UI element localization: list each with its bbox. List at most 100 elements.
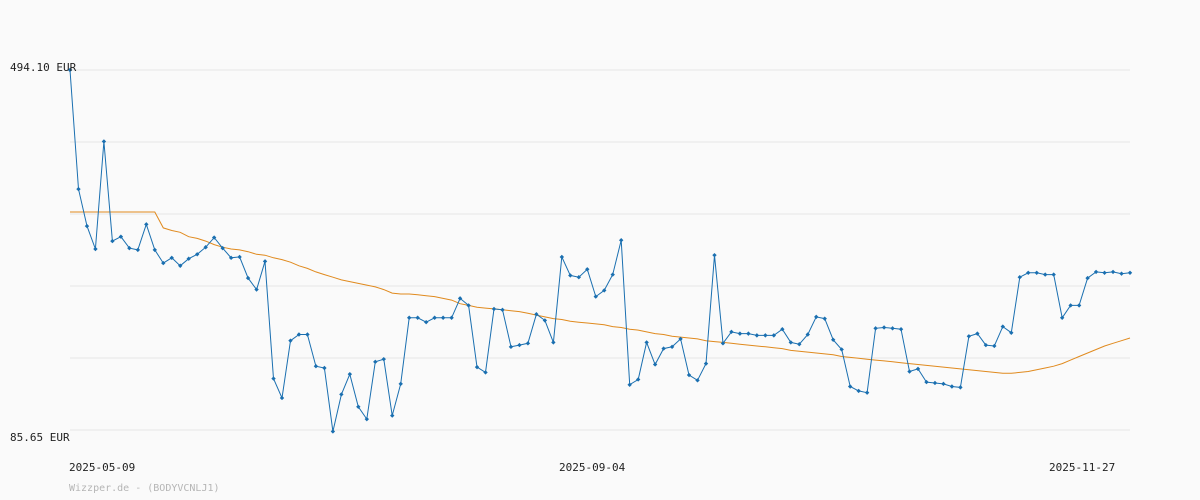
price-point [568, 273, 573, 278]
price-point [254, 287, 259, 292]
price-point [271, 376, 276, 381]
price-point [517, 342, 522, 348]
price-point [390, 413, 395, 418]
price-point [347, 371, 353, 377]
price-point [839, 347, 844, 352]
price-point [1085, 275, 1090, 281]
price-point [856, 388, 861, 394]
price-point [330, 429, 336, 434]
price-point [474, 364, 480, 370]
price-point [932, 380, 938, 386]
price-point [211, 235, 217, 240]
price-point [322, 365, 327, 371]
price-point [703, 361, 709, 366]
price-point [110, 238, 115, 244]
price-point [644, 340, 649, 345]
price-point [686, 372, 692, 378]
price-point [864, 390, 870, 395]
price-point [220, 245, 225, 251]
price-point [407, 315, 412, 320]
price-point [619, 237, 624, 243]
price-point [1017, 275, 1022, 280]
price-point [1119, 271, 1124, 276]
price-point [652, 362, 658, 367]
price-point [924, 379, 929, 385]
moving-average-line [70, 211, 1131, 374]
price-point [1102, 270, 1107, 276]
price-point [1059, 315, 1065, 320]
price-point [118, 234, 124, 239]
price-point [678, 336, 683, 342]
price-point [627, 382, 632, 387]
price-point [602, 288, 607, 293]
price-point [84, 223, 90, 229]
price-point [1026, 270, 1031, 276]
price-point [457, 296, 463, 301]
x-tick-label-end: 2025-11-27 [1049, 461, 1115, 474]
price-point [873, 326, 878, 331]
price-point [1127, 270, 1133, 276]
price-point [907, 369, 912, 374]
price-point [975, 331, 980, 336]
price-point [449, 315, 454, 320]
price-point [593, 294, 598, 299]
price-point [186, 256, 191, 261]
price-point [245, 275, 251, 281]
price-point [423, 319, 429, 325]
x-tick-label-start: 2025-05-09 [69, 461, 135, 474]
price-point [941, 381, 946, 387]
y-axis-min-label: 85.65 EUR [10, 431, 70, 444]
price-point [169, 255, 174, 261]
price-point [610, 272, 615, 277]
price-point [949, 384, 955, 389]
price-point [822, 316, 827, 321]
price-point [161, 260, 166, 266]
price-point [635, 377, 641, 382]
price-point [144, 222, 149, 227]
price-point [788, 340, 793, 345]
price-point [695, 378, 700, 383]
price-point [178, 263, 183, 268]
price-point [780, 327, 785, 332]
price-point [797, 341, 802, 347]
price-point [805, 332, 810, 337]
price-point [1009, 330, 1014, 335]
price-point [992, 343, 997, 349]
price-point [720, 341, 726, 346]
price-point [966, 334, 972, 339]
grid-lines [70, 69, 1130, 431]
price-point [771, 333, 777, 338]
price-point [915, 366, 921, 372]
price-point [576, 275, 581, 280]
price-point [279, 395, 285, 401]
price-point [313, 364, 319, 369]
price-point [67, 67, 73, 73]
price-point [958, 385, 963, 390]
price-point [491, 306, 497, 312]
price-point [534, 312, 539, 317]
y-axis-max-label: 494.10 EUR [10, 61, 77, 74]
price-point [135, 247, 141, 253]
price-point [500, 307, 505, 313]
price-point [542, 318, 548, 323]
source-credit: Wizzper.de - (BODYVCNLJ1) [69, 483, 220, 494]
price-point [1076, 303, 1082, 308]
price-point [508, 344, 514, 350]
price-point [356, 404, 361, 409]
price-point [373, 359, 378, 365]
price-point [440, 315, 446, 320]
x-tick-label-middle: 2025-09-04 [559, 461, 626, 474]
price-point [585, 267, 590, 272]
price-point [101, 139, 107, 144]
price-point [381, 356, 386, 362]
price-point [432, 315, 437, 320]
price-point [525, 341, 531, 346]
price-point [228, 255, 234, 261]
price-point [712, 252, 717, 258]
price-point [661, 346, 666, 351]
price-point [203, 245, 208, 250]
price-point [729, 329, 734, 335]
